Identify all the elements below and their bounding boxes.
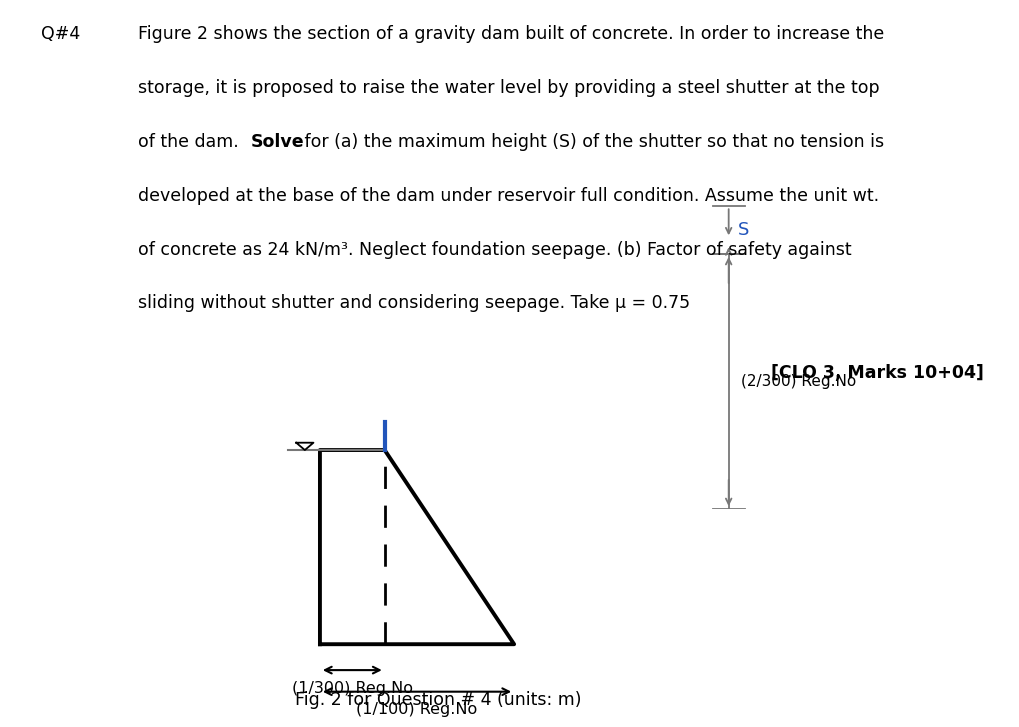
Text: for (a) the maximum height (S) of the shutter so that no tension is: for (a) the maximum height (S) of the sh…: [299, 133, 882, 151]
Text: [CLO 3, Marks 10+04]: [CLO 3, Marks 10+04]: [770, 364, 983, 382]
Text: storage, it is proposed to raise the water level by providing a steel shutter at: storage, it is proposed to raise the wat…: [138, 79, 878, 97]
Text: Solve: Solve: [251, 133, 305, 151]
Text: (2/300) Reg.No: (2/300) Reg.No: [741, 374, 856, 389]
Text: Fig. 2 for Question # 4 (units: m): Fig. 2 for Question # 4 (units: m): [296, 691, 581, 709]
Text: sliding without shutter and considering seepage. Take μ = 0.75: sliding without shutter and considering …: [138, 294, 689, 313]
Text: S: S: [738, 221, 749, 239]
Text: of the dam.: of the dam.: [138, 133, 244, 151]
Text: (1/300) Reg.No: (1/300) Reg.No: [291, 681, 413, 696]
Text: of concrete as 24 kN/m³. Neglect foundation seepage. (b) Factor of safety agains: of concrete as 24 kN/m³. Neglect foundat…: [138, 241, 851, 259]
Text: Figure 2 shows the section of a gravity dam built of concrete. In order to incre: Figure 2 shows the section of a gravity …: [138, 25, 883, 44]
Text: Q#4: Q#4: [41, 25, 79, 44]
Text: developed at the base of the dam under reservoir full condition. Assume the unit: developed at the base of the dam under r…: [138, 187, 878, 205]
Text: (1/100) Reg.No: (1/100) Reg.No: [356, 702, 477, 718]
